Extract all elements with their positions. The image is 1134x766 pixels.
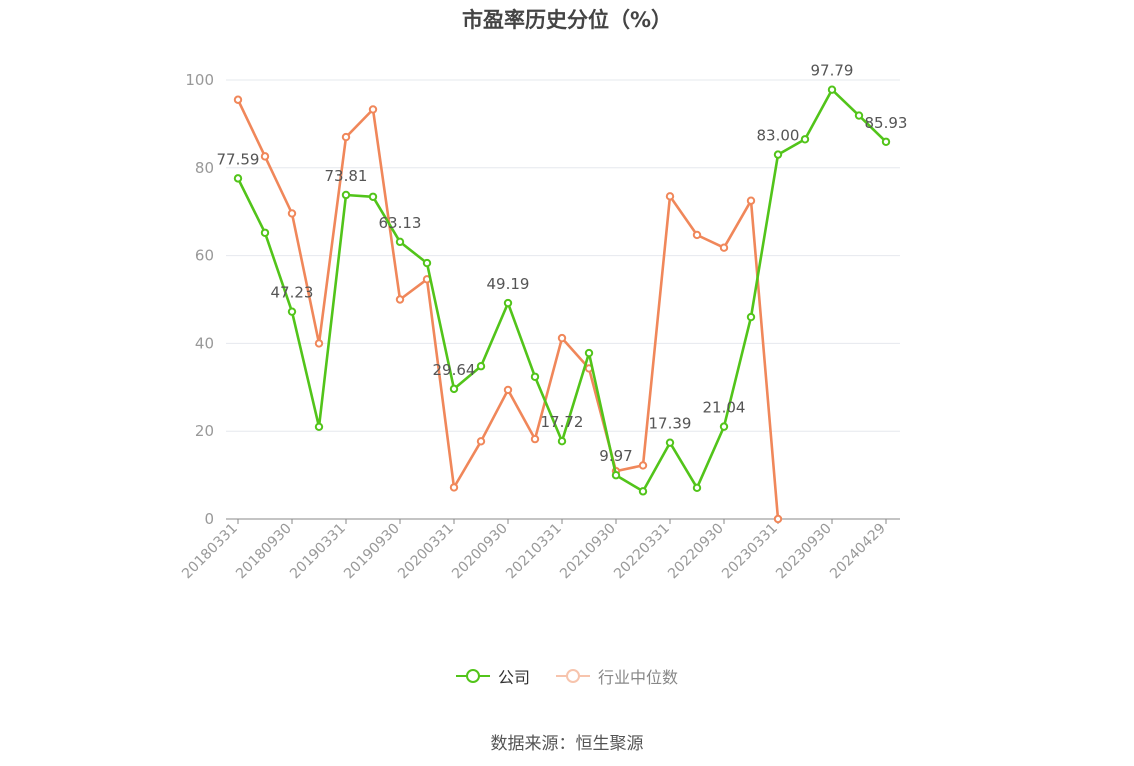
series-company-point	[692, 483, 702, 493]
series-industry-point	[692, 230, 702, 240]
series-company-point	[314, 422, 324, 432]
series-industry-point	[719, 243, 729, 252]
series-industry-point	[530, 434, 540, 444]
series-industry-point	[368, 105, 378, 114]
series-company-point	[719, 422, 729, 431]
x-tick-label: 20180930	[233, 521, 295, 583]
series-industry-point	[233, 95, 243, 104]
series-company-point	[827, 85, 837, 94]
legend-swatch-industry	[556, 668, 590, 684]
x-tick-label: 20200930	[449, 521, 511, 583]
series-industry-point	[476, 437, 486, 446]
series-company-point	[773, 150, 783, 159]
y-tick-label: 80	[195, 159, 214, 177]
series-company-point	[449, 384, 459, 394]
series-company-point	[854, 111, 864, 120]
x-tick-label: 20220930	[665, 521, 727, 583]
y-tick-label: 40	[195, 334, 214, 352]
series-industry-point	[665, 192, 675, 201]
data-label: 47.23	[271, 284, 314, 302]
series-industry-point	[314, 339, 324, 348]
series-company-point	[584, 348, 594, 358]
y-tick-label: 60	[195, 247, 214, 265]
series-company-point	[476, 362, 486, 371]
series-industry-point	[395, 295, 405, 304]
data-label: 29.64	[433, 361, 476, 379]
chart-title: 市盈率历史分位（%）	[461, 8, 673, 32]
data-label: 85.93	[865, 114, 908, 132]
series-company-point	[665, 438, 675, 447]
data-label: 9.97	[599, 447, 632, 465]
series-company-point	[557, 437, 567, 446]
series-company-point	[638, 487, 648, 496]
series-industry-point	[557, 333, 567, 343]
data-label: 83.00	[757, 127, 800, 145]
series-industry-point	[638, 461, 648, 470]
legend: 公司 行业中位数	[0, 664, 1134, 688]
x-tick-label: 20230331	[719, 521, 781, 583]
x-tick-label: 20190930	[341, 521, 403, 583]
series-company-point	[611, 471, 621, 480]
legend-label-company: 公司	[497, 668, 530, 687]
data-label: 97.79	[811, 62, 854, 80]
x-tick-label: 20210331	[503, 521, 565, 583]
legend-label-industry: 行业中位数	[598, 668, 679, 687]
data-label: 17.72	[541, 413, 584, 431]
x-tick-label: 20200331	[395, 521, 457, 583]
series-company-point	[233, 174, 243, 183]
series-industry-point	[503, 385, 513, 395]
series-company-point	[341, 190, 351, 200]
series-company-point	[260, 228, 270, 237]
x-tick-label: 20240429	[827, 521, 889, 583]
x-tick-label: 20180331	[179, 521, 241, 583]
series-industry-point	[341, 132, 351, 142]
series-company-point	[422, 258, 432, 268]
data-label: 63.13	[379, 214, 422, 232]
x-tick-label: 20210930	[557, 521, 619, 583]
x-tick-label: 20220331	[611, 521, 673, 583]
data-label: 21.04	[703, 399, 746, 417]
y-tick-label: 20	[195, 422, 214, 440]
x-tick-label: 20230930	[773, 521, 835, 583]
series-company-point	[881, 137, 891, 146]
data-label: 77.59	[217, 150, 260, 168]
data-source: 数据来源：恒生聚源	[490, 734, 644, 754]
series-industry-point	[260, 152, 270, 161]
legend-swatch-company	[455, 668, 490, 684]
series-company-point	[746, 312, 756, 322]
data-label: 49.19	[487, 275, 530, 293]
series-company-point	[503, 298, 513, 308]
series-company-point	[530, 372, 540, 381]
series-company-point	[368, 192, 378, 201]
series-company-point	[395, 237, 405, 247]
series-industry-point	[287, 209, 297, 218]
series-company-point	[800, 135, 810, 144]
series-industry-line	[236, 99, 780, 520]
data-label: 73.81	[325, 167, 368, 185]
data-label: 17.39	[649, 415, 692, 433]
series-company-point	[287, 307, 297, 316]
legend-item-industry[interactable]: 行业中位数	[556, 664, 678, 688]
series-industry-point	[773, 514, 783, 524]
series-industry-point	[746, 196, 756, 205]
legend-item-company[interactable]: 公司	[455, 664, 530, 688]
y-tick-label: 100	[185, 71, 214, 89]
series-industry-point	[449, 483, 459, 492]
y-tick-label: 0	[204, 510, 214, 528]
x-tick-label: 20190331	[287, 521, 349, 583]
